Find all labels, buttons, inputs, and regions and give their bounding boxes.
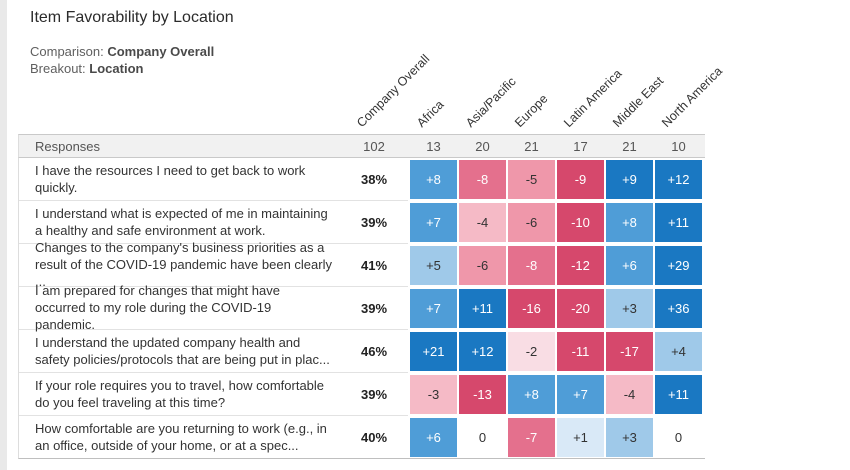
heatmap-cell: -10 <box>557 203 604 242</box>
row-divider <box>19 372 408 373</box>
heatmap-cell: +8 <box>508 375 555 414</box>
base-percent: 39% <box>360 215 388 230</box>
heatmap-cell: +8 <box>606 203 653 242</box>
heatmap-cell: +6 <box>410 418 457 457</box>
comparison-label: Comparison: <box>30 44 104 59</box>
heatmap-cell: +9 <box>606 160 653 199</box>
response-count: 10 <box>671 139 686 154</box>
page-edge-strip <box>0 0 7 470</box>
response-count: 17 <box>573 139 588 154</box>
base-percent: 39% <box>360 301 388 316</box>
item-text: How comfortable are you returning to wor… <box>35 420 327 453</box>
heatmap-cell: +12 <box>459 332 506 371</box>
page-title: Item Favorability by Location <box>30 9 234 26</box>
base-percent: 46% <box>360 344 388 359</box>
heatmap-cell: +5 <box>410 246 457 285</box>
heatmap-cell: +12 <box>655 160 702 199</box>
heatmap-cell: +11 <box>655 203 702 242</box>
heatmap-cell: -16 <box>508 289 555 328</box>
heatmap-cell: -8 <box>459 160 506 199</box>
heatmap-rows: I have the resources I need to get back … <box>18 158 705 459</box>
heatmap-cell: +36 <box>655 289 702 328</box>
item-text: Changes to the company's business priori… <box>35 240 332 289</box>
item-text: If your role requires you to travel, how… <box>35 377 325 410</box>
heatmap-cell: +7 <box>410 289 457 328</box>
heatmap-cell: +4 <box>655 332 702 371</box>
response-count: 21 <box>524 139 539 154</box>
heatmap-cell: 0 <box>459 418 506 457</box>
table-row: If your role requires you to travel, how… <box>19 373 706 416</box>
table-row: I have the resources I need to get back … <box>19 158 706 201</box>
comparison-value: Company Overall <box>107 44 215 59</box>
item-text: I understand what is expected of me in m… <box>35 205 328 238</box>
row-divider <box>19 243 408 244</box>
item-text: I have the resources I need to get back … <box>35 162 306 195</box>
heatmap-cell: +11 <box>655 375 702 414</box>
column-header: Europe <box>511 91 551 130</box>
table-row: I understand the updated company health … <box>19 330 706 373</box>
column-header: Asia/Pacific <box>462 74 519 130</box>
responses-label: Responses <box>35 139 101 154</box>
heatmap-cell: +11 <box>459 289 506 328</box>
heatmap-cell: +3 <box>606 418 653 457</box>
table-row: How comfortable are you returning to wor… <box>19 416 706 459</box>
heatmap-cell: -9 <box>557 160 604 199</box>
row-divider <box>19 329 408 330</box>
row-divider <box>19 200 408 201</box>
comparison-line: Comparison: Company Overall <box>30 43 214 60</box>
heatmap-cell: +6 <box>606 246 653 285</box>
heatmap-cell: -17 <box>606 332 653 371</box>
base-percent: 39% <box>360 387 388 402</box>
heatmap-cell: -8 <box>508 246 555 285</box>
heatmap-cell: -11 <box>557 332 604 371</box>
heatmap-cell: +8 <box>410 160 457 199</box>
heatmap-cell: +3 <box>606 289 653 328</box>
heatmap-cell: -13 <box>459 375 506 414</box>
base-percent: 41% <box>360 258 388 273</box>
response-count: 102 <box>363 139 385 154</box>
heatmap-cell: -3 <box>410 375 457 414</box>
heatmap-cell: -20 <box>557 289 604 328</box>
response-count: 13 <box>426 139 441 154</box>
table-row: I understand what is expected of me in m… <box>19 201 706 244</box>
responses-header-row: Responses 102 13 20 21 17 21 10 <box>18 134 705 158</box>
breakout-line: Breakout: Location <box>30 60 214 77</box>
heatmap-cell: +29 <box>655 246 702 285</box>
breakout-value: Location <box>89 61 144 76</box>
response-count: 20 <box>475 139 490 154</box>
heatmap-cell: -6 <box>508 203 555 242</box>
heatmap-cell: 0 <box>655 418 702 457</box>
table-row: I am prepared for changes that might hav… <box>19 283 706 332</box>
breakout-label: Breakout: <box>30 61 86 76</box>
heatmap-cell: +7 <box>410 203 457 242</box>
heatmap-cell: -6 <box>459 246 506 285</box>
column-headers: Company Overall Africa Asia/Pacific Europe L… <box>0 0 850 133</box>
column-header: North America <box>658 64 725 130</box>
heatmap-cell: -2 <box>508 332 555 371</box>
table-row: Changes to the company's business priori… <box>19 240 706 289</box>
item-text: I understand the updated company health … <box>35 334 330 367</box>
row-divider <box>19 286 408 287</box>
column-header: Africa <box>413 97 447 130</box>
report-meta: Comparison: Company Overall Breakout: Lo… <box>30 43 214 77</box>
response-count: 21 <box>622 139 637 154</box>
base-percent: 40% <box>360 430 388 445</box>
row-divider <box>19 415 408 416</box>
heatmap-cell: +7 <box>557 375 604 414</box>
item-text: I am prepared for changes that might hav… <box>35 283 280 332</box>
heatmap-cell: -12 <box>557 246 604 285</box>
base-percent: 38% <box>360 172 388 187</box>
heatmap-cell: -5 <box>508 160 555 199</box>
heatmap-cell: -4 <box>459 203 506 242</box>
heatmap-cell: +21 <box>410 332 457 371</box>
heatmap-cell: -7 <box>508 418 555 457</box>
heatmap-cell: +1 <box>557 418 604 457</box>
heatmap-cell: -4 <box>606 375 653 414</box>
